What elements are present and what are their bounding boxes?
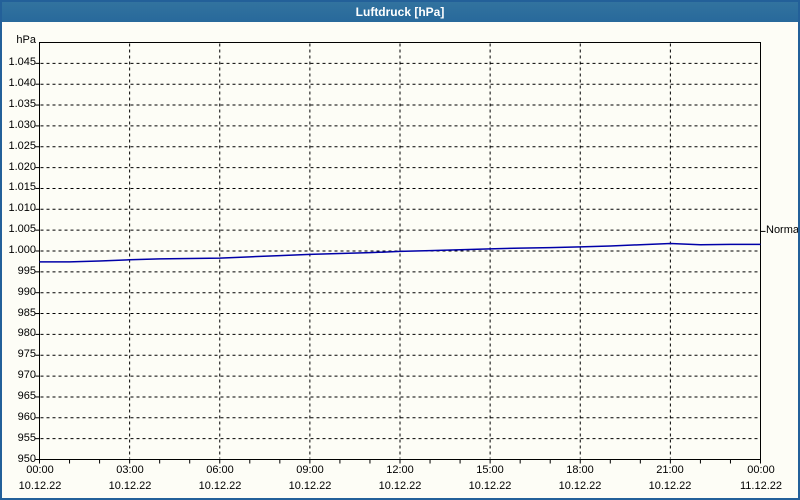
x-tick-time: 00:00 [26, 464, 54, 476]
y-tick-label: 960 [17, 411, 36, 423]
pressure-line [39, 242, 761, 263]
y-tick-label: 1.030 [8, 119, 36, 131]
x-tick-date: 10.12.22 [198, 480, 242, 492]
x-tick-time: 03:00 [116, 464, 144, 476]
x-tick-date: 10.12.22 [18, 480, 62, 492]
y-tick-label: 1.000 [8, 244, 36, 256]
x-tick-time: 21:00 [656, 464, 684, 476]
y-tick-label: 985 [17, 307, 36, 319]
y-tick-label: 980 [17, 327, 36, 339]
title-bar[interactable]: Luftdruck [hPa] [2, 2, 798, 22]
window-title: Luftdruck [hPa] [355, 5, 445, 19]
y-tick-label: 995 [17, 265, 36, 277]
y-tick-label: 955 [17, 432, 36, 444]
x-tick-date: 10.12.22 [288, 480, 332, 492]
x-tick-time: 00:00 [747, 464, 775, 476]
x-tick-date: 10.12.22 [378, 480, 422, 492]
x-tick-date: 11.12.22 [739, 480, 782, 492]
y-tick-label: 1.025 [8, 140, 36, 152]
y-tick-label: 1.040 [8, 77, 36, 89]
x-tick-date: 10.12.22 [648, 480, 692, 492]
y-tick-label: 950 [17, 453, 36, 465]
x-tick-date: 10.12.22 [558, 480, 602, 492]
y-axis-unit-label: hPa [16, 34, 36, 46]
y-tick-label: 1.045 [8, 56, 36, 68]
x-tick-time: 15:00 [476, 464, 504, 476]
x-tick-time: 12:00 [386, 464, 414, 476]
y-tick-label: 1.015 [8, 181, 36, 193]
y-tick-label: 1.035 [8, 98, 36, 110]
x-tick-date: 10.12.22 [468, 480, 512, 492]
y-tick-label: 1.020 [8, 161, 36, 173]
x-tick-time: 06:00 [206, 464, 234, 476]
y-tick-label: 970 [17, 369, 36, 381]
y-tick-label: 990 [17, 286, 36, 298]
y-tick-label: 1.005 [8, 223, 36, 235]
y-tick-label: 975 [17, 348, 36, 360]
y-tick-label: 965 [17, 390, 36, 402]
x-tick-time: 18:00 [566, 464, 594, 476]
y-tick-label: 1.010 [8, 202, 36, 214]
normal-marker-label: Normal [766, 224, 800, 236]
x-tick-time: 09:00 [296, 464, 324, 476]
x-tick-date: 10.12.22 [108, 480, 152, 492]
